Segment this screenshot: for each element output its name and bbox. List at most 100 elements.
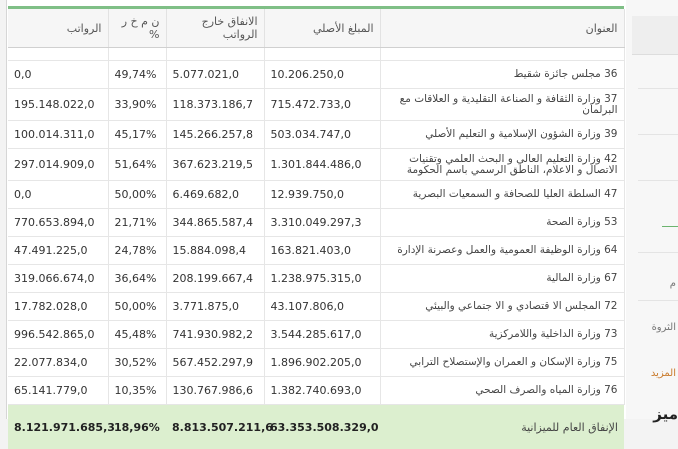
table-row[interactable]: 36 مجلس جائزة شقيط 10.206.250,0 5.077.02… <box>8 61 624 89</box>
column-header-external-spending[interactable]: الانفاق خارج الرواتب <box>166 9 264 48</box>
sidebar-divider <box>638 300 678 301</box>
row-salaries: 319.066.674,0 <box>8 265 108 293</box>
row-percentage: 50,00% <box>108 181 166 209</box>
table-row[interactable]: 64 وزارة الوظيفة العمومية والعمل وعصرنة … <box>8 237 624 265</box>
row-salaries: 0,0 <box>8 181 108 209</box>
table-row[interactable]: 47 السلطة العليا للصحافة و السمعيات البص… <box>8 181 624 209</box>
row-salaries: 770.653.894,0 <box>8 209 108 237</box>
row-salaries: 47.491.225,0 <box>8 237 108 265</box>
row-percentage: 36,64% <box>108 265 166 293</box>
sidebar-wealth-link[interactable]: الثروة <box>652 322 676 333</box>
row-percentage: 24,78% <box>108 237 166 265</box>
row-external-spending: 118.373.186,7 <box>166 89 264 121</box>
row-original-amount: 1.896.902.205,0 <box>264 349 380 377</box>
sidebar-header-box <box>632 16 678 55</box>
row-percentage: 45,17% <box>108 121 166 149</box>
footer-external-total: 8.813.507.211,6 <box>166 405 264 449</box>
footer-original-total: 63.353.508.329,0 <box>264 405 380 449</box>
table-row-partial <box>8 48 624 61</box>
row-original-amount: 43.107.806,0 <box>264 293 380 321</box>
row-salaries: 195.148.022,0 <box>8 89 108 121</box>
partial-cell <box>380 48 624 61</box>
sidebar-bottom-label: ميز <box>653 405 678 423</box>
row-original-amount: 3.310.049.297,3 <box>264 209 380 237</box>
row-external-spending: 3.771.875,0 <box>166 293 264 321</box>
budget-table: العنوان المبلغ الأصلي الانفاق خارج الروا… <box>8 9 625 449</box>
table-row[interactable]: 75 وزارة الإسكان و العمران والإستصلاح ال… <box>8 349 624 377</box>
sidebar-more-link[interactable]: المزيد <box>651 368 676 379</box>
sidebar-mid-label: م <box>670 278 676 289</box>
row-external-spending: 5.077.021,0 <box>166 61 264 89</box>
row-title: 67 وزارة المالية <box>380 265 624 293</box>
row-original-amount: 1.238.975.315,0 <box>264 265 380 293</box>
row-original-amount: 3.544.285.617,0 <box>264 321 380 349</box>
row-original-amount: 12.939.750,0 <box>264 181 380 209</box>
table-row[interactable]: 37 وزارة الثقافة و الصناعة التقليدية و ا… <box>8 89 624 121</box>
row-percentage: 51,64% <box>108 149 166 181</box>
row-percentage: 49,74% <box>108 61 166 89</box>
row-original-amount: 163.821.403,0 <box>264 237 380 265</box>
column-header-salaries[interactable]: الرواتب <box>8 9 108 48</box>
row-percentage: 10,35% <box>108 377 166 405</box>
row-title: 76 وزارة المياه والصرف الصحي <box>380 377 624 405</box>
sidebar-green-divider <box>662 226 678 227</box>
row-external-spending: 130.767.986,6 <box>166 377 264 405</box>
table-header-row: العنوان المبلغ الأصلي الانفاق خارج الروا… <box>8 9 624 48</box>
row-salaries: 22.077.834,0 <box>8 349 108 377</box>
table-row[interactable]: 73 وزارة الداخلية واللامركزية 3.544.285.… <box>8 321 624 349</box>
row-percentage: 33,90% <box>108 89 166 121</box>
row-external-spending: 15.884.098,4 <box>166 237 264 265</box>
column-header-title[interactable]: العنوان <box>380 9 624 48</box>
row-salaries: 297.014.909,0 <box>8 149 108 181</box>
row-original-amount: 715.472.733,0 <box>264 89 380 121</box>
sidebar-divider <box>638 252 678 253</box>
footer-title: الإنفاق العام للميزانية <box>380 405 624 449</box>
table-row[interactable]: 72 المجلس الا قتصادي و الا جتماعي والبيئ… <box>8 293 624 321</box>
row-title: 64 وزارة الوظيفة العمومية والعمل وعصرنة … <box>380 237 624 265</box>
row-original-amount: 503.034.747,0 <box>264 121 380 149</box>
table-row[interactable]: 42 وزارة التعليم العالي و البحث العلمي و… <box>8 149 624 181</box>
row-original-amount: 10.206.250,0 <box>264 61 380 89</box>
partial-cell <box>108 48 166 61</box>
row-percentage: 45,48% <box>108 321 166 349</box>
row-salaries: 65.141.779,0 <box>8 377 108 405</box>
row-external-spending: 208.199.667,4 <box>166 265 264 293</box>
table-row[interactable]: 76 وزارة المياه والصرف الصحي 1.382.740.6… <box>8 377 624 405</box>
row-external-spending: 6.469.682,0 <box>166 181 264 209</box>
row-salaries: 100.014.311,0 <box>8 121 108 149</box>
sidebar-divider <box>638 180 678 181</box>
sidebar-divider <box>638 88 678 89</box>
table-row[interactable]: 39 وزارة الشؤون الإسلامية و التعليم الأص… <box>8 121 624 149</box>
right-sidebar: م الثروة المزيد ميز <box>626 0 678 419</box>
row-title: 36 مجلس جائزة شقيط <box>380 61 624 89</box>
row-title: 37 وزارة الثقافة و الصناعة التقليدية و ا… <box>380 89 624 121</box>
column-header-percentage[interactable]: ن م خ ر % <box>108 9 166 48</box>
partial-cell <box>166 48 264 61</box>
row-salaries: 0,0 <box>8 61 108 89</box>
row-title: 42 وزارة التعليم العالي و البحث العلمي و… <box>380 149 624 181</box>
row-percentage: 30,52% <box>108 349 166 377</box>
table-row[interactable]: 53 وزارة الصحة 3.310.049.297,3 344.865.5… <box>8 209 624 237</box>
row-salaries: 17.782.028,0 <box>8 293 108 321</box>
row-percentage: 21,71% <box>108 209 166 237</box>
row-external-spending: 567.452.297,9 <box>166 349 264 377</box>
row-external-spending: 145.266.257,8 <box>166 121 264 149</box>
row-title: 47 السلطة العليا للصحافة و السمعيات البص… <box>380 181 624 209</box>
footer-salaries-total: 8.121.971.685,3 <box>8 405 108 449</box>
column-header-original-amount[interactable]: المبلغ الأصلي <box>264 9 380 48</box>
partial-cell <box>264 48 380 61</box>
row-original-amount: 1.382.740.693,0 <box>264 377 380 405</box>
row-title: 39 وزارة الشؤون الإسلامية و التعليم الأص… <box>380 121 624 149</box>
row-title: 53 وزارة الصحة <box>380 209 624 237</box>
row-external-spending: 367.623.219,5 <box>166 149 264 181</box>
row-external-spending: 741.930.982,2 <box>166 321 264 349</box>
sidebar-divider <box>638 134 678 135</box>
row-title: 73 وزارة الداخلية واللامركزية <box>380 321 624 349</box>
row-salaries: 996.542.865,0 <box>8 321 108 349</box>
row-original-amount: 1.301.844.486,0 <box>264 149 380 181</box>
row-external-spending: 344.865.587,4 <box>166 209 264 237</box>
row-percentage: 50,00% <box>108 293 166 321</box>
row-title: 72 المجلس الا قتصادي و الا جتماعي والبيئ… <box>380 293 624 321</box>
table-footer-total-row: الإنفاق العام للميزانية 63.353.508.329,0… <box>8 405 624 449</box>
table-row[interactable]: 67 وزارة المالية 1.238.975.315,0 208.199… <box>8 265 624 293</box>
